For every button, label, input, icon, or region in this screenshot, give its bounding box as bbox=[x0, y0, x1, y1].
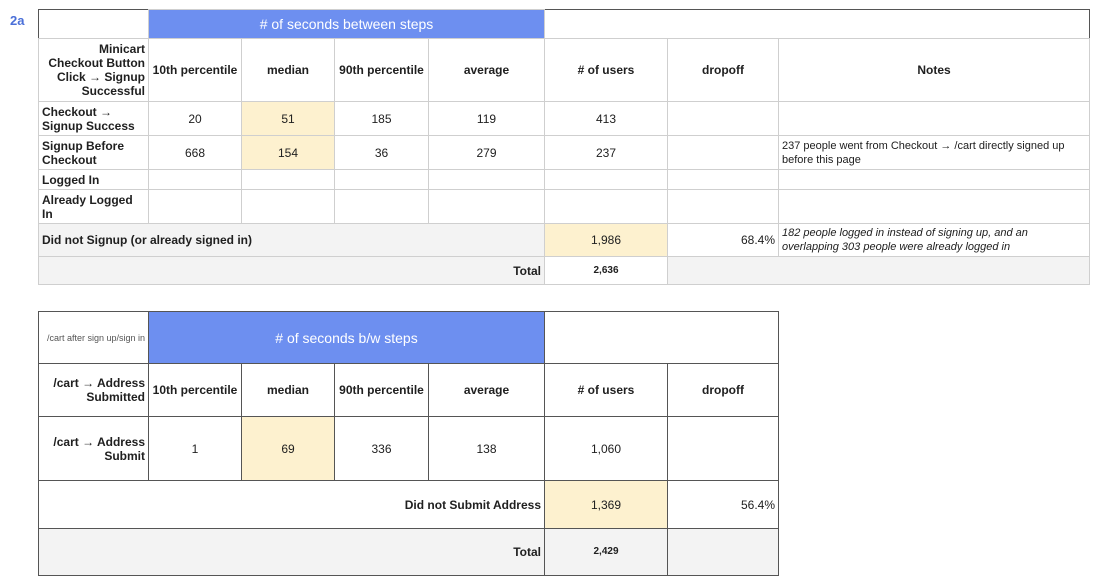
col-header-average: average bbox=[428, 38, 545, 102]
cell-dropoff bbox=[667, 169, 779, 190]
table-row: Checkout → Signup Success 20 51 185 119 … bbox=[38, 101, 1090, 136]
total-value: 2,636 bbox=[544, 256, 668, 285]
table2-corner-label: /cart after sign up/sign in bbox=[38, 311, 149, 364]
cell-p10 bbox=[148, 189, 242, 224]
col-header-p90: 90th percentile bbox=[334, 363, 429, 417]
cell-users: 237 bbox=[544, 135, 668, 170]
row-label: Checkout → Signup Success bbox=[38, 101, 149, 136]
cell-users bbox=[544, 169, 668, 190]
section-label: 2a bbox=[10, 13, 25, 28]
cell-average: 138 bbox=[428, 416, 545, 481]
signup-steps-table: # of seconds between steps Minicart Chec… bbox=[38, 9, 1090, 285]
table2-header-label: /cart → Address Submitted bbox=[38, 363, 149, 417]
total-value: 2,429 bbox=[544, 528, 668, 576]
table2-group-header: # of seconds b/w steps bbox=[148, 311, 545, 364]
cell-average: 279 bbox=[428, 135, 545, 170]
table1-header-blank bbox=[544, 9, 1090, 39]
cell-p90: 336 bbox=[334, 416, 429, 481]
cell-p10: 20 bbox=[148, 101, 242, 136]
row-label: Already Logged In bbox=[38, 189, 149, 224]
cell-p90 bbox=[334, 169, 429, 190]
col-header-average: average bbox=[428, 363, 545, 417]
did-not-signup-dropoff: 68.4% bbox=[667, 223, 779, 257]
cell-users bbox=[544, 189, 668, 224]
cell-dropoff bbox=[667, 135, 779, 170]
cell-average bbox=[428, 189, 545, 224]
cell-median: 69 bbox=[241, 416, 335, 481]
did-not-signup-label: Did not Signup (or already signed in) bbox=[38, 223, 545, 257]
col-header-p10: 10th percentile bbox=[148, 363, 242, 417]
table1-column-header-row: Minicart Checkout Button Click → Signup … bbox=[38, 38, 1090, 102]
table1-group-header: # of seconds between steps bbox=[148, 9, 545, 39]
cell-p10 bbox=[148, 169, 242, 190]
cell-notes bbox=[778, 169, 1090, 190]
did-not-signup-row: Did not Signup (or already signed in) 1,… bbox=[38, 223, 1090, 257]
cell-median bbox=[241, 169, 335, 190]
cell-median bbox=[241, 189, 335, 224]
table2-header-blank bbox=[544, 311, 779, 364]
did-not-submit-dropoff: 56.4% bbox=[667, 480, 779, 529]
table1-group-header-row: # of seconds between steps bbox=[39, 9, 1090, 39]
total-row: Total 2,636 bbox=[38, 256, 1090, 285]
cell-average bbox=[428, 169, 545, 190]
table-row: Logged In bbox=[38, 169, 1090, 190]
cell-average: 119 bbox=[428, 101, 545, 136]
did-not-signup-note: 182 people logged in instead of signing … bbox=[778, 223, 1090, 257]
did-not-submit-label: Did not Submit Address bbox=[38, 480, 545, 529]
table1-corner-empty bbox=[39, 10, 149, 39]
table1-corner-label: Minicart Checkout Button Click → Signup … bbox=[38, 38, 149, 102]
total-blank bbox=[667, 256, 1090, 285]
address-steps-table: /cart after sign up/sign in # of seconds… bbox=[38, 311, 779, 576]
cell-p10: 668 bbox=[148, 135, 242, 170]
cell-users: 1,060 bbox=[544, 416, 668, 481]
table2-column-header-row: /cart → Address Submitted 10th percentil… bbox=[38, 363, 779, 417]
total-label: Total bbox=[38, 256, 545, 285]
col-header-dropoff: dropoff bbox=[667, 363, 779, 417]
cell-dropoff bbox=[667, 189, 779, 224]
cell-notes bbox=[778, 189, 1090, 224]
col-header-p90: 90th percentile bbox=[334, 38, 429, 102]
cell-p90 bbox=[334, 189, 429, 224]
col-header-median: median bbox=[241, 38, 335, 102]
cell-notes bbox=[778, 101, 1090, 136]
col-header-p10: 10th percentile bbox=[148, 38, 242, 102]
cell-p90: 36 bbox=[334, 135, 429, 170]
col-header-median: median bbox=[241, 363, 335, 417]
total-row: Total 2,429 bbox=[38, 528, 779, 576]
col-header-users: # of users bbox=[544, 363, 668, 417]
col-header-notes: Notes bbox=[778, 38, 1090, 102]
table-row: /cart → Address Submit 1 69 336 138 1,06… bbox=[38, 416, 779, 481]
table-row: Already Logged In bbox=[38, 189, 1090, 224]
cell-p10: 1 bbox=[148, 416, 242, 481]
col-header-users: # of users bbox=[544, 38, 668, 102]
table-row: Signup Before Checkout 668 154 36 279 23… bbox=[38, 135, 1090, 170]
cell-notes: 237 people went from Checkout → /cart di… bbox=[778, 135, 1090, 170]
cell-dropoff bbox=[667, 101, 779, 136]
cell-dropoff bbox=[667, 416, 779, 481]
total-blank bbox=[667, 528, 779, 576]
cell-median: 51 bbox=[241, 101, 335, 136]
cell-p90: 185 bbox=[334, 101, 429, 136]
did-not-submit-row: Did not Submit Address 1,369 56.4% bbox=[38, 480, 779, 529]
did-not-submit-users: 1,369 bbox=[544, 480, 668, 529]
row-label: /cart → Address Submit bbox=[38, 416, 149, 481]
row-label: Signup Before Checkout bbox=[38, 135, 149, 170]
did-not-signup-users: 1,986 bbox=[544, 223, 668, 257]
cell-users: 413 bbox=[544, 101, 668, 136]
total-label: Total bbox=[38, 528, 545, 576]
table2-group-header-row: /cart after sign up/sign in # of seconds… bbox=[38, 311, 779, 364]
row-label: Logged In bbox=[38, 169, 149, 190]
cell-median: 154 bbox=[241, 135, 335, 170]
col-header-dropoff: dropoff bbox=[667, 38, 779, 102]
